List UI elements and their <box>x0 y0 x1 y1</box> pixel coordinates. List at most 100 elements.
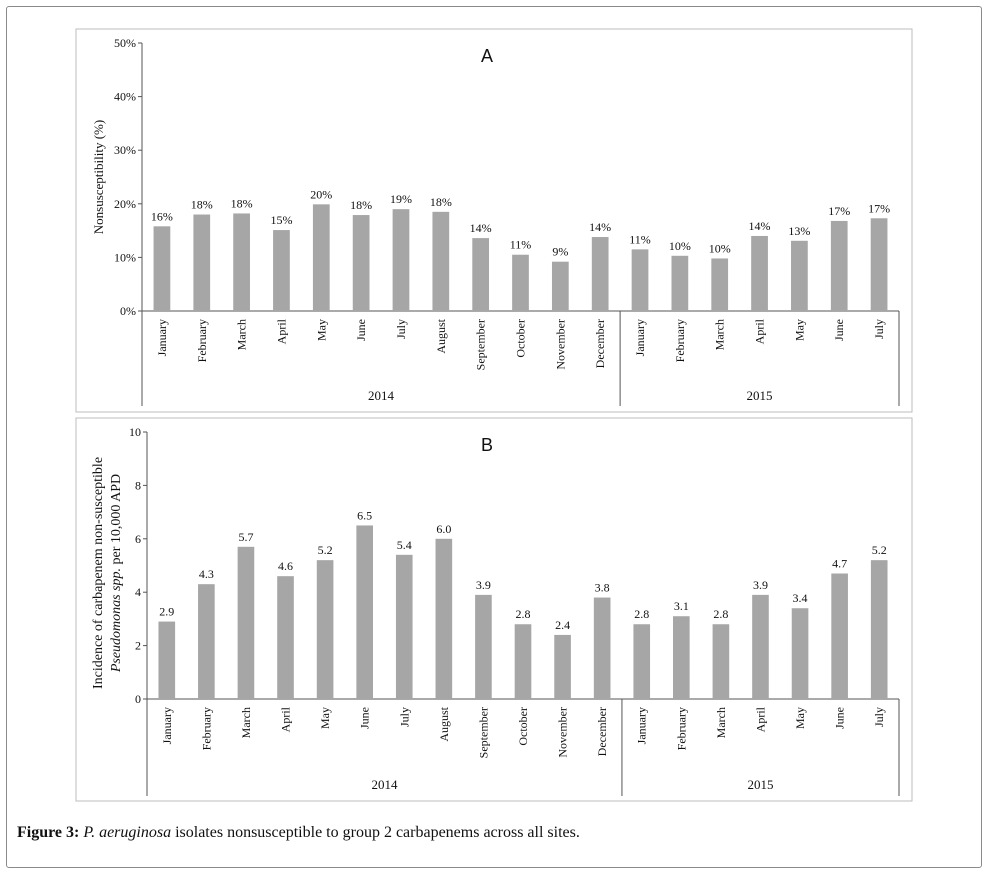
bar-value-label: 4.6 <box>278 559 293 573</box>
y-tick-label: 30% <box>114 143 136 157</box>
y-tick-label: 0% <box>120 304 136 318</box>
x-tick-label: July <box>872 319 886 339</box>
bar <box>631 249 649 311</box>
y-tick-label: 10% <box>114 250 136 264</box>
y-tick-label: 50% <box>114 36 136 50</box>
x-tick-label: March <box>714 707 728 738</box>
x-tick-label: April <box>274 318 288 344</box>
bar <box>830 220 848 311</box>
x-tick-label: July <box>872 707 886 727</box>
x-tick-label: May <box>314 319 328 341</box>
x-tick-label: November <box>553 319 567 370</box>
caption-text: isolates nonsusceptible to group 2 carba… <box>171 824 580 841</box>
x-tick-label: August <box>437 706 451 741</box>
bar <box>273 230 290 311</box>
bar <box>316 560 334 699</box>
bar <box>551 261 569 311</box>
x-tick-label: December <box>593 319 607 368</box>
x-tick-label: December <box>595 707 609 756</box>
x-tick-label: January <box>635 707 649 744</box>
x-tick-label: June <box>832 319 846 341</box>
x-tick-label: July <box>394 319 408 339</box>
bar <box>870 218 888 311</box>
bar <box>395 554 413 699</box>
bar <box>751 235 768 311</box>
bar <box>237 546 255 699</box>
bar-value-label: 10% <box>669 239 691 253</box>
bar <box>352 215 370 311</box>
figure-caption: Figure 3: P. aeruginosa isolates nonsusc… <box>17 824 580 842</box>
bar <box>153 226 171 311</box>
bar-value-label: 16% <box>151 209 173 223</box>
bar <box>158 621 176 699</box>
bar-value-label: 11% <box>629 232 651 246</box>
bar <box>475 594 492 699</box>
bar <box>432 211 450 311</box>
bar-value-label: 11% <box>510 238 532 252</box>
panel-a-y-axis-title: Nonsusceptibility (%) <box>91 120 106 234</box>
x-tick-label: March <box>239 707 253 738</box>
bar-value-label: 20% <box>310 187 332 201</box>
bar-value-label: 3.8 <box>595 581 610 595</box>
panel-a-border <box>75 28 913 413</box>
bar <box>712 624 730 699</box>
panel-a-bars <box>153 204 888 311</box>
year-group-label: 2014 <box>371 777 398 792</box>
x-tick-label: September <box>476 707 490 758</box>
bar-value-label: 5.4 <box>397 538 412 552</box>
bar-value-label: 3.4 <box>793 591 808 605</box>
bar <box>312 204 330 311</box>
bar-value-label: 14% <box>589 220 611 234</box>
bar-value-label: 5.2 <box>872 543 887 557</box>
x-tick-label: January <box>633 319 647 356</box>
x-tick-label: February <box>195 319 209 362</box>
bar-value-label: 5.2 <box>318 543 333 557</box>
bar <box>512 254 529 311</box>
bar-value-label: 4.7 <box>832 557 847 571</box>
bar-value-label: 18% <box>430 195 452 209</box>
bar <box>633 624 651 699</box>
bar-value-label: 17% <box>828 204 850 218</box>
bar <box>593 597 611 699</box>
panel-b-value-labels: 2.9 4.3 5.7 4.6 5.2 6.5 5.4 6.0 3.9 2.8 2.4 3.8 2.8 3… <box>159 508 886 631</box>
bar-value-label: 19% <box>390 192 412 206</box>
bar-value-label: 9% <box>552 245 568 259</box>
bar-value-label: 2.4 <box>555 618 570 632</box>
bar <box>671 255 689 311</box>
bar-value-label: 4.3 <box>199 567 214 581</box>
x-tick-label: June <box>358 707 372 729</box>
x-tick-label: February <box>199 707 213 750</box>
bar <box>198 584 215 699</box>
panel-b-y-axis-title-unit: per 10,000 APD <box>109 474 124 568</box>
bar <box>870 560 888 699</box>
bar-value-label: 2.8 <box>634 607 649 621</box>
panel-b-bars <box>158 525 888 699</box>
panel-a: A Nonsusceptibility (%) 0% 10% 20% 30% 40% 50… <box>75 28 913 413</box>
bar <box>514 624 532 699</box>
bar-value-label: 3.1 <box>674 599 689 613</box>
bar-value-label: 2.9 <box>159 605 174 619</box>
bar <box>831 573 848 699</box>
figure-label: Figure 3: <box>17 824 80 841</box>
bar <box>791 608 809 699</box>
x-tick-label: May <box>793 707 807 729</box>
panel-b-year-groups: 2014 2015 <box>371 699 773 796</box>
figure-frame <box>6 6 982 868</box>
bar-value-label: 17% <box>868 201 890 215</box>
bar-value-label: 3.9 <box>753 578 768 592</box>
bar <box>554 634 571 699</box>
y-tick-label: 4 <box>135 585 141 599</box>
panel-a-label: A <box>481 46 493 66</box>
year-group-label: 2014 <box>368 388 395 403</box>
x-tick-label: November <box>556 707 570 758</box>
year-group-label: 2015 <box>747 388 773 403</box>
panel-b-x-tick-labels: January February March April May June July Augu… <box>160 706 886 758</box>
x-tick-label: September <box>474 319 488 370</box>
bar-value-label: 10% <box>709 241 731 255</box>
x-tick-label: April <box>279 706 293 732</box>
y-tick-label: 40% <box>114 90 136 104</box>
bar-value-label: 5.7 <box>238 530 253 544</box>
bar-value-label: 18% <box>350 198 372 212</box>
bar <box>233 213 250 311</box>
x-tick-label: August <box>434 318 448 353</box>
